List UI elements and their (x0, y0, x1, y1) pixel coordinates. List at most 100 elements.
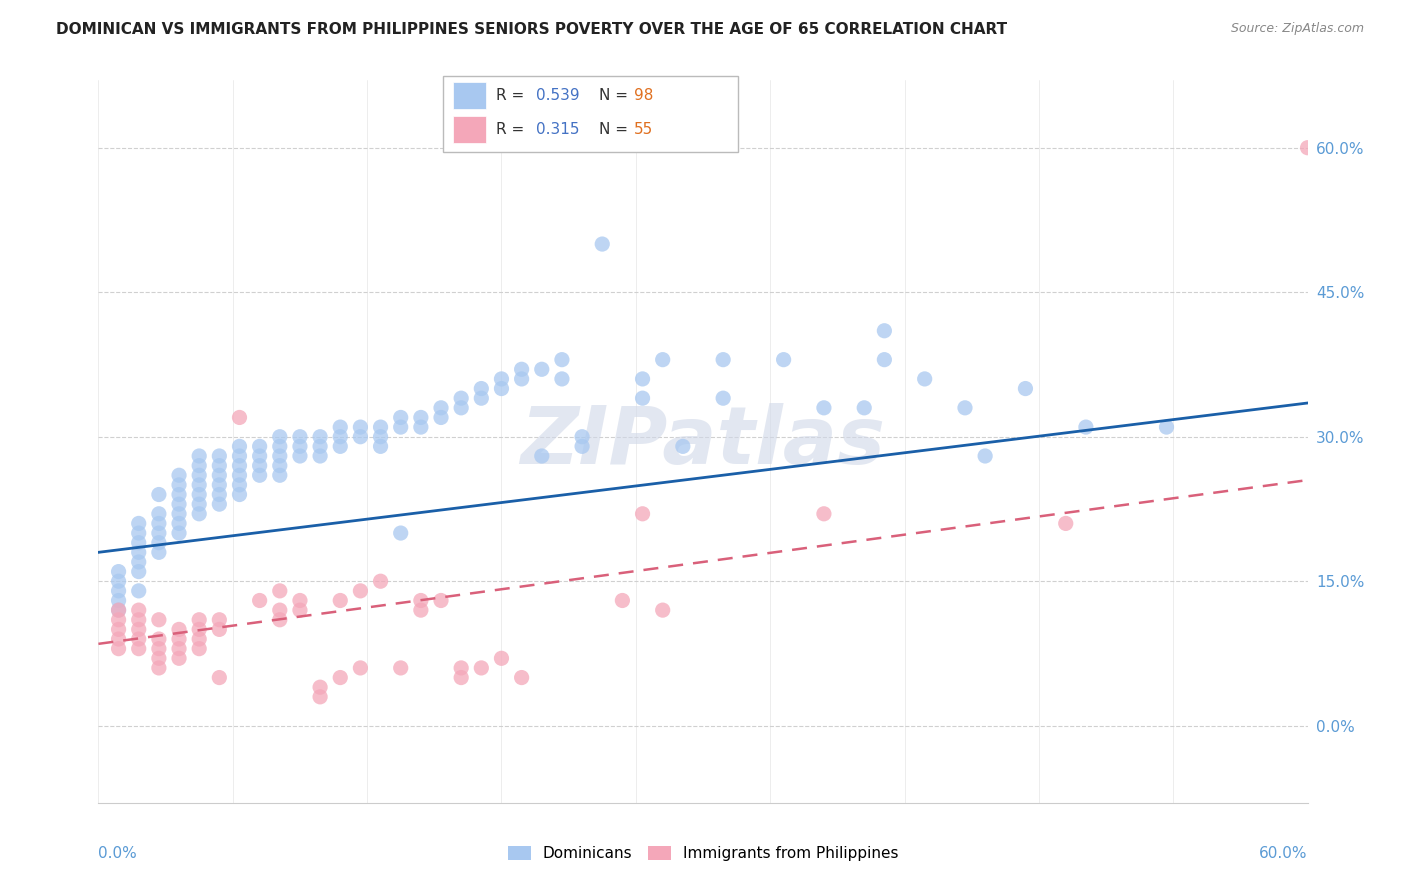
Point (370, 430, 392, 444)
Point (269, 430, 291, 444)
Point (551, 372, 574, 386)
Point (329, 430, 352, 444)
Point (309, 680, 332, 694)
Point (228, 468, 250, 483)
Point (612, 593, 634, 607)
Point (167, 497, 190, 511)
Point (329, 671, 352, 685)
Point (409, 593, 432, 607)
Point (389, 420, 412, 434)
Point (288, 430, 311, 444)
Point (107, 623, 129, 637)
Point (128, 516, 150, 531)
Point (571, 430, 593, 444)
Point (329, 439, 352, 453)
Text: 60.0%: 60.0% (1260, 847, 1308, 861)
Text: 98: 98 (634, 88, 654, 103)
Point (167, 526, 190, 541)
Point (631, 372, 654, 386)
Point (208, 497, 231, 511)
Point (208, 468, 231, 483)
Point (188, 478, 211, 492)
Point (228, 439, 250, 453)
Point (953, 401, 976, 415)
Point (148, 487, 170, 501)
Point (208, 458, 231, 473)
Point (208, 623, 231, 637)
Point (450, 391, 472, 405)
Point (107, 603, 129, 617)
Point (309, 439, 332, 453)
Point (430, 593, 453, 607)
Point (349, 583, 371, 598)
Point (329, 593, 352, 607)
Text: 0.539: 0.539 (536, 88, 579, 103)
Text: N =: N = (599, 122, 633, 136)
Point (288, 603, 311, 617)
Point (208, 613, 231, 627)
Point (491, 651, 513, 665)
Point (128, 583, 150, 598)
Point (148, 526, 170, 541)
Point (167, 478, 190, 492)
Point (128, 623, 150, 637)
Point (288, 449, 311, 463)
Point (309, 690, 332, 704)
Point (269, 583, 291, 598)
Point (148, 516, 170, 531)
Text: Source: ZipAtlas.com: Source: ZipAtlas.com (1230, 22, 1364, 36)
Point (430, 401, 453, 415)
Point (370, 574, 392, 589)
Point (491, 372, 513, 386)
Point (167, 632, 190, 646)
Point (491, 382, 513, 396)
Point (1014, 382, 1036, 396)
Point (107, 583, 129, 598)
Point (208, 478, 231, 492)
Point (914, 372, 936, 386)
Point (450, 671, 472, 685)
Point (107, 593, 129, 607)
Point (470, 391, 492, 405)
Point (530, 449, 553, 463)
Point (188, 449, 211, 463)
Point (329, 420, 352, 434)
Point (974, 449, 997, 463)
Point (148, 661, 170, 675)
Point (1074, 420, 1097, 434)
Point (228, 458, 250, 473)
Point (148, 641, 170, 656)
Point (167, 468, 190, 483)
Point (288, 439, 311, 453)
Point (128, 613, 150, 627)
Point (188, 632, 211, 646)
Point (409, 410, 432, 425)
Point (228, 449, 250, 463)
Text: ZIPatlas: ZIPatlas (520, 402, 886, 481)
Point (148, 545, 170, 559)
Point (510, 372, 533, 386)
Point (128, 545, 150, 559)
Point (228, 410, 250, 425)
Point (269, 613, 291, 627)
Point (228, 478, 250, 492)
Point (651, 352, 673, 367)
Point (228, 487, 250, 501)
Point (269, 603, 291, 617)
Point (772, 352, 794, 367)
Point (269, 439, 291, 453)
Point (530, 362, 553, 376)
Point (309, 430, 332, 444)
Point (249, 449, 271, 463)
Point (188, 468, 211, 483)
Point (571, 439, 593, 453)
Point (1054, 516, 1077, 531)
Point (188, 497, 211, 511)
Point (631, 507, 654, 521)
Point (188, 613, 211, 627)
Point (269, 449, 291, 463)
Point (873, 352, 896, 367)
Point (873, 324, 896, 338)
Point (167, 507, 190, 521)
Point (208, 487, 231, 501)
